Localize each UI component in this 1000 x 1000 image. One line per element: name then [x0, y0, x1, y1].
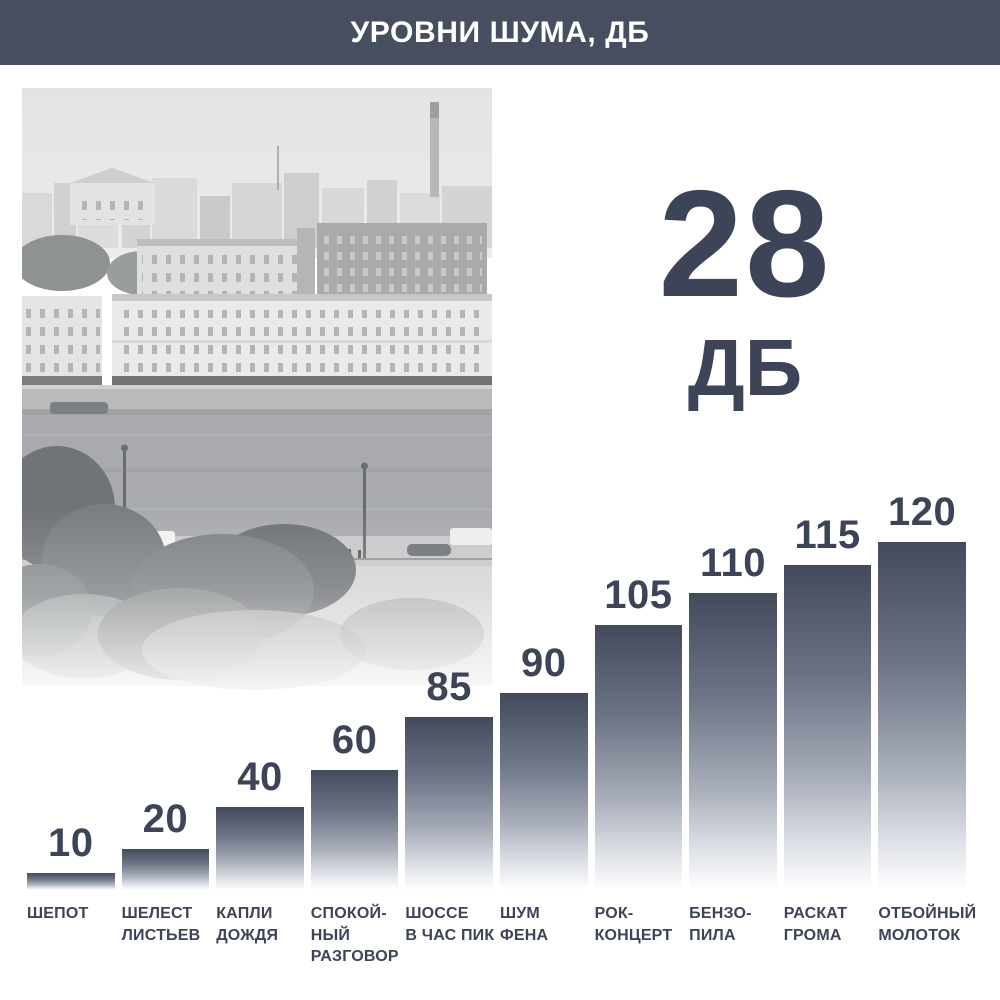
header-bar: УРОВНИ ШУМА, ДБ [0, 0, 1000, 65]
bar [878, 542, 966, 890]
bar-column: 110 БЕНЗО- ПИЛА [689, 480, 777, 1000]
bar-value-label: 60 [331, 718, 378, 762]
bar-column: 105 РОК- КОНЦЕРТ [594, 480, 683, 1000]
bar-category-label: ОТБОЙНЫЙ МОЛОТОК [878, 905, 977, 944]
bar-value-label: 40 [237, 755, 283, 799]
bar [499, 693, 588, 890]
bar [405, 717, 493, 890]
bar-category-label: ШУМ ФЕНА [499, 905, 549, 944]
highlight-unit: ДБ [687, 323, 803, 412]
bar [310, 770, 399, 890]
bar-column: 60 СПОКОЙ- НЫЙ РАЗГОВОР [310, 480, 399, 1000]
noise-bar-chart: 10 ШЕПОТ 20 ШЕЛЕСТ ЛИСТЬЕВ 40 КАПЛИ ДОЖДЯ … [27, 480, 977, 1000]
bar [216, 807, 304, 890]
bar-category-label: ШОССЕ В ЧАС ПИК [405, 905, 495, 944]
waterfront-buildings [22, 294, 492, 385]
bar-category-label: ШЕПОТ [27, 905, 89, 922]
bar-value-label: 120 [888, 490, 957, 534]
bar-value-label: 10 [48, 821, 94, 865]
bar [594, 625, 683, 890]
bar-value-label: 105 [604, 573, 673, 617]
bar-value-label: 85 [426, 665, 472, 709]
bar-category-label: ШЕЛЕСТ ЛИСТЬЕВ [121, 905, 201, 944]
bar-column: 120 ОТБОЙНЫЙ МОЛОТОК [878, 480, 977, 1000]
bar [783, 565, 872, 890]
bar-column: 85 ШОССЕ В ЧАС ПИК [405, 480, 495, 1000]
bar [689, 593, 777, 890]
bar-category-label: РАСКАТ ГРОМА [783, 905, 848, 944]
bar [121, 849, 210, 890]
page-title: УРОВНИ ШУМА, ДБ [350, 15, 650, 49]
bar-column: 20 ШЕЛЕСТ ЛИСТЬЕВ [121, 480, 210, 1000]
bar-category-label: БЕНЗО- ПИЛА [689, 905, 752, 944]
city-photo [22, 88, 492, 755]
highlight-value: 28 ДБ [620, 168, 870, 408]
bar-column: 90 ШУМ ФЕНА [499, 480, 588, 1000]
bar-category-label: РОК- КОНЦЕРТ [594, 905, 673, 944]
bar-column: 115 РАСКАТ ГРОМА [783, 480, 872, 1000]
bar-column: 10 ШЕПОТ [27, 480, 115, 1000]
bar [27, 873, 115, 890]
bar-category-label: КАПЛИ ДОЖДЯ [216, 905, 279, 944]
highlight-number: 28 [658, 159, 832, 329]
bar-column: 40 КАПЛИ ДОЖДЯ [216, 480, 304, 1000]
bar-category-label: СПОКОЙ- НЫЙ РАЗГОВОР [310, 905, 399, 966]
bar-value-label: 110 [699, 541, 766, 585]
bar-value-label: 20 [142, 797, 189, 841]
bar-value-label: 115 [794, 513, 861, 557]
bar-value-label: 90 [521, 641, 567, 685]
